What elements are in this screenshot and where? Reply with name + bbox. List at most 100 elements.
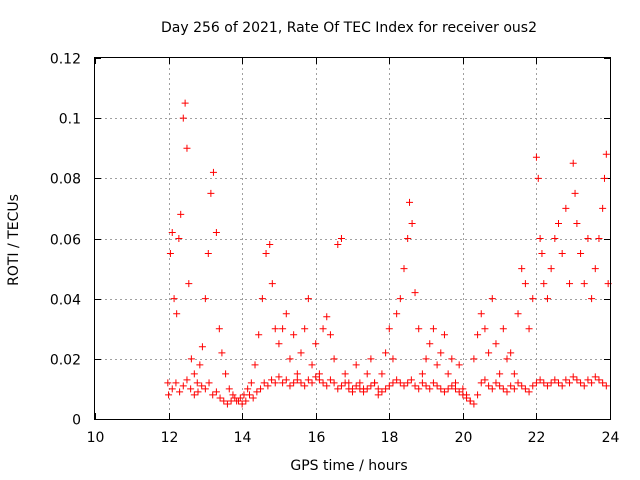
data-point [308,379,316,387]
data-point [253,388,261,396]
data-point [569,373,577,381]
data-point [547,379,555,387]
data-point [448,355,456,363]
data-point [521,280,529,288]
data-point [297,349,305,357]
data-point [602,150,610,158]
data-point [201,385,209,393]
data-point [323,313,331,321]
x-tick-label: 24 [602,430,620,446]
data-point [437,349,445,357]
data-point [170,295,178,303]
data-point [418,370,426,378]
y-tick-label: 0.1 [59,112,81,128]
data-point [562,376,570,384]
data-point [474,391,482,399]
x-tick-label: 10 [87,430,105,446]
data-point [179,382,187,390]
data-point [429,325,437,333]
data-point [389,379,397,387]
data-point [246,391,253,399]
data-point [374,391,382,399]
data-point [255,331,263,339]
plot-frame [94,57,611,420]
data-point [573,219,581,227]
data-point [562,204,570,212]
data-point [181,99,189,107]
data-point [382,349,390,357]
data-point [580,280,588,288]
data-point [566,379,574,387]
data-point [507,349,515,357]
data-point [173,310,181,318]
data-point [242,397,250,405]
data-point [569,159,577,167]
data-point [260,379,268,387]
data-point [547,265,555,273]
data-point [326,331,334,339]
data-point [510,385,518,393]
data-point [558,382,566,390]
chart-title: Day 256 of 2021, Rate Of TEC Index for r… [161,20,537,36]
axis-ticks: 10 12 14 16 18 20 22 24 0 0.02 0.04 0.06 0.08 0.1 0.12 [50,52,620,447]
data-point [396,379,404,387]
data-point [492,340,500,348]
x-tick-label: 22 [528,430,546,446]
data-point [418,379,426,387]
data-point [555,219,562,227]
data-point [216,394,224,402]
data-point [251,361,259,369]
data-point [584,376,592,384]
data-point [166,250,174,258]
data-point [190,391,198,399]
data-point [262,250,270,258]
data-point [301,325,309,333]
data-point [330,379,338,387]
data-point [488,385,496,393]
data-point [595,376,603,384]
data-point [485,382,493,390]
data-point [536,235,544,242]
data-point [172,379,180,387]
data-point [437,385,445,393]
data-point [229,391,237,399]
data-point [176,388,184,396]
data-point [534,174,542,182]
data-point [196,361,204,369]
data-point [293,376,301,384]
data-point [304,295,312,303]
data-point [525,325,533,333]
data-point [444,385,452,393]
data-point [599,204,607,212]
data-point [222,370,230,378]
data-point [518,382,526,390]
data-point [584,235,592,242]
data-point [571,189,579,197]
data-point [518,265,526,273]
data-point [297,379,305,387]
data-point [510,370,518,378]
data-point [190,370,198,378]
data-point [595,235,603,242]
data-point [507,382,515,390]
data-point [389,355,397,363]
data-point [415,385,423,393]
data-point [566,280,574,288]
data-point [279,325,287,333]
data-point [367,355,375,363]
y-tick-label: 0.02 [50,353,81,369]
x-tick-label: 12 [161,430,179,446]
data-points [164,99,612,408]
data-point [209,168,217,176]
data-point [481,325,489,333]
data-point [378,370,386,378]
data-point [477,310,485,318]
data-point [212,388,220,396]
data-point [286,355,294,363]
data-point [360,388,368,396]
data-point [185,280,193,288]
data-point [577,379,585,387]
data-point [551,235,559,242]
data-point [271,379,279,387]
data-point [499,325,507,333]
